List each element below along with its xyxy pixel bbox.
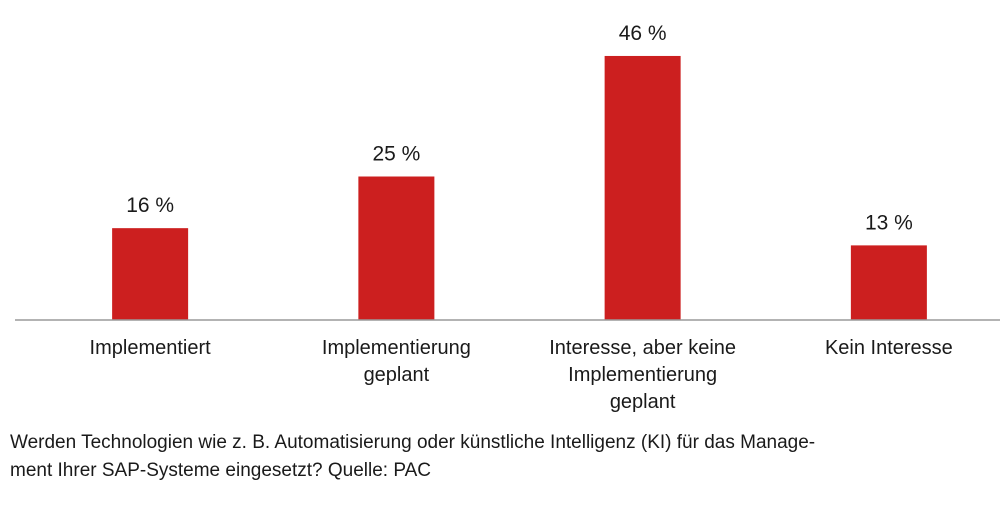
category-label-line: Implementiert [90,337,212,359]
bar-1 [112,228,189,320]
bar-chart: 16 % Implementiert 25 % Implementierung gepl… [15,22,1000,413]
bars-group [112,55,927,321]
category-label-3: Interesse, aber keine Implementierung gepl… [549,337,736,413]
value-label-1: 16 % [126,194,174,217]
category-label-line: Implementierung [322,337,471,359]
category-label-line: geplant [364,364,430,386]
bar-4 [850,245,927,320]
category-label-line: Interesse, aber keine [549,337,736,359]
category-label-1: Implementiert [90,337,212,359]
value-label-2: 25 % [372,143,420,166]
value-label-4: 13 % [865,211,913,234]
value-label-3: 46 % [619,22,667,45]
bar-3 [604,55,681,321]
caption-line-1: Werden Technologien wie z. B. Automatisi… [10,432,816,453]
category-label-line: geplant [610,391,676,413]
category-label-4: Kein Interesse [825,337,953,359]
chart-caption: Werden Technologien wie z. B. Automatisi… [10,429,970,485]
category-label-line: Kein Interesse [825,337,953,359]
category-label-2: Implementierung geplant [322,337,471,386]
caption-line-2: ment Ihrer SAP-Systeme eingesetzt? Quell… [10,460,431,481]
bar-2 [358,176,435,320]
labels-group: 16 % Implementiert 25 % Implementierung gepl… [90,22,953,413]
category-label-line: Implementierung [568,364,717,386]
